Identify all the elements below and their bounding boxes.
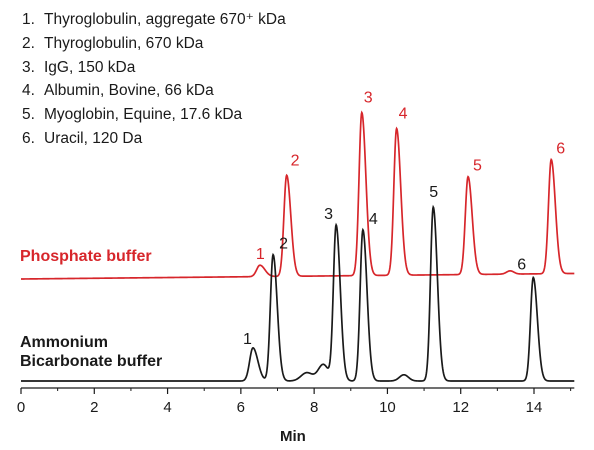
series-label-line: Bicarbonate buffer (20, 353, 163, 370)
legend-item-2: 2. Thyroglobulin, 670 kDa (22, 32, 286, 56)
x-tick-label-6: 6 (237, 399, 245, 416)
peak-label-phosphate-1: 1 (256, 246, 265, 263)
peak-label-ammonium-5: 5 (429, 184, 438, 201)
legend-item-label: Thyroglobulin, aggregate 670⁺ kDa (44, 11, 286, 28)
legend-item-number: 6. (22, 129, 35, 147)
x-tick-label-4: 4 (163, 399, 171, 416)
x-tick-label-12: 12 (452, 399, 469, 416)
peak-label-phosphate-3: 3 (364, 90, 373, 107)
series-line-phosphate (21, 110, 575, 280)
x-axis-ticks: 0 2 4 6 8 10 12 14 (17, 388, 572, 416)
legend-item-6: 6. Uracil, 120 Da (22, 127, 286, 151)
peak-label-phosphate-6: 6 (556, 141, 565, 158)
legend-item-1: 1. Thyroglobulin, aggregate 670⁺ kDa (22, 8, 286, 32)
series-label-ammonium: Ammonium Bicarbonate buffer (20, 333, 162, 371)
legend-item-label: Albumin, Bovine, 66 kDa (44, 82, 214, 100)
peak-label-ammonium-3: 3 (324, 206, 333, 223)
legend-item-4: 4. Albumin, Bovine, 66 kDa (22, 79, 286, 103)
x-tick-label-8: 8 (310, 399, 318, 416)
legend-item-label: IgG, 150 kDa (44, 58, 136, 76)
x-tick-label-2: 2 (90, 399, 98, 416)
series-line-ammonium (21, 204, 575, 382)
peak-label-phosphate-4: 4 (399, 106, 408, 123)
peak-label-ammonium-4: 4 (369, 211, 378, 228)
legend-item-number: 3. (22, 58, 35, 76)
series-traces (21, 110, 575, 382)
legend-item-3: 3. IgG, 150 kDa (22, 56, 286, 80)
series-label-line: Ammonium (20, 334, 108, 351)
legend-item-number: 5. (22, 106, 35, 124)
peak-label-phosphate-2: 2 (291, 152, 300, 169)
peak-label-ammonium-6: 6 (517, 257, 526, 274)
x-tick-label-10: 10 (379, 399, 396, 416)
legend-item-label: Uracil, 120 Da (44, 129, 143, 147)
legend-item-5: 5. Myoglobin, Equine, 17.6 kDa (22, 103, 286, 127)
peak-label-ammonium-2: 2 (279, 236, 288, 253)
peak-legend: 1. Thyroglobulin, aggregate 670⁺ kDa 2. Thy… (22, 8, 286, 151)
legend-item-number: 1. (22, 11, 35, 28)
legend-item-label: Myoglobin, Equine, 17.6 kDa (44, 106, 243, 124)
x-tick-label-0: 0 (17, 399, 25, 416)
peak-label-ammonium-1: 1 (243, 331, 252, 348)
series-label-phosphate: Phosphate buffer (20, 248, 152, 265)
peak-label-phosphate-5: 5 (473, 158, 482, 175)
x-axis-title: Min (280, 428, 306, 445)
legend-item-number: 2. (22, 34, 35, 52)
legend-item-label: Thyroglobulin, 670 kDa (44, 34, 204, 52)
legend-item-number: 4. (22, 82, 35, 100)
x-tick-label-14: 14 (526, 399, 543, 416)
